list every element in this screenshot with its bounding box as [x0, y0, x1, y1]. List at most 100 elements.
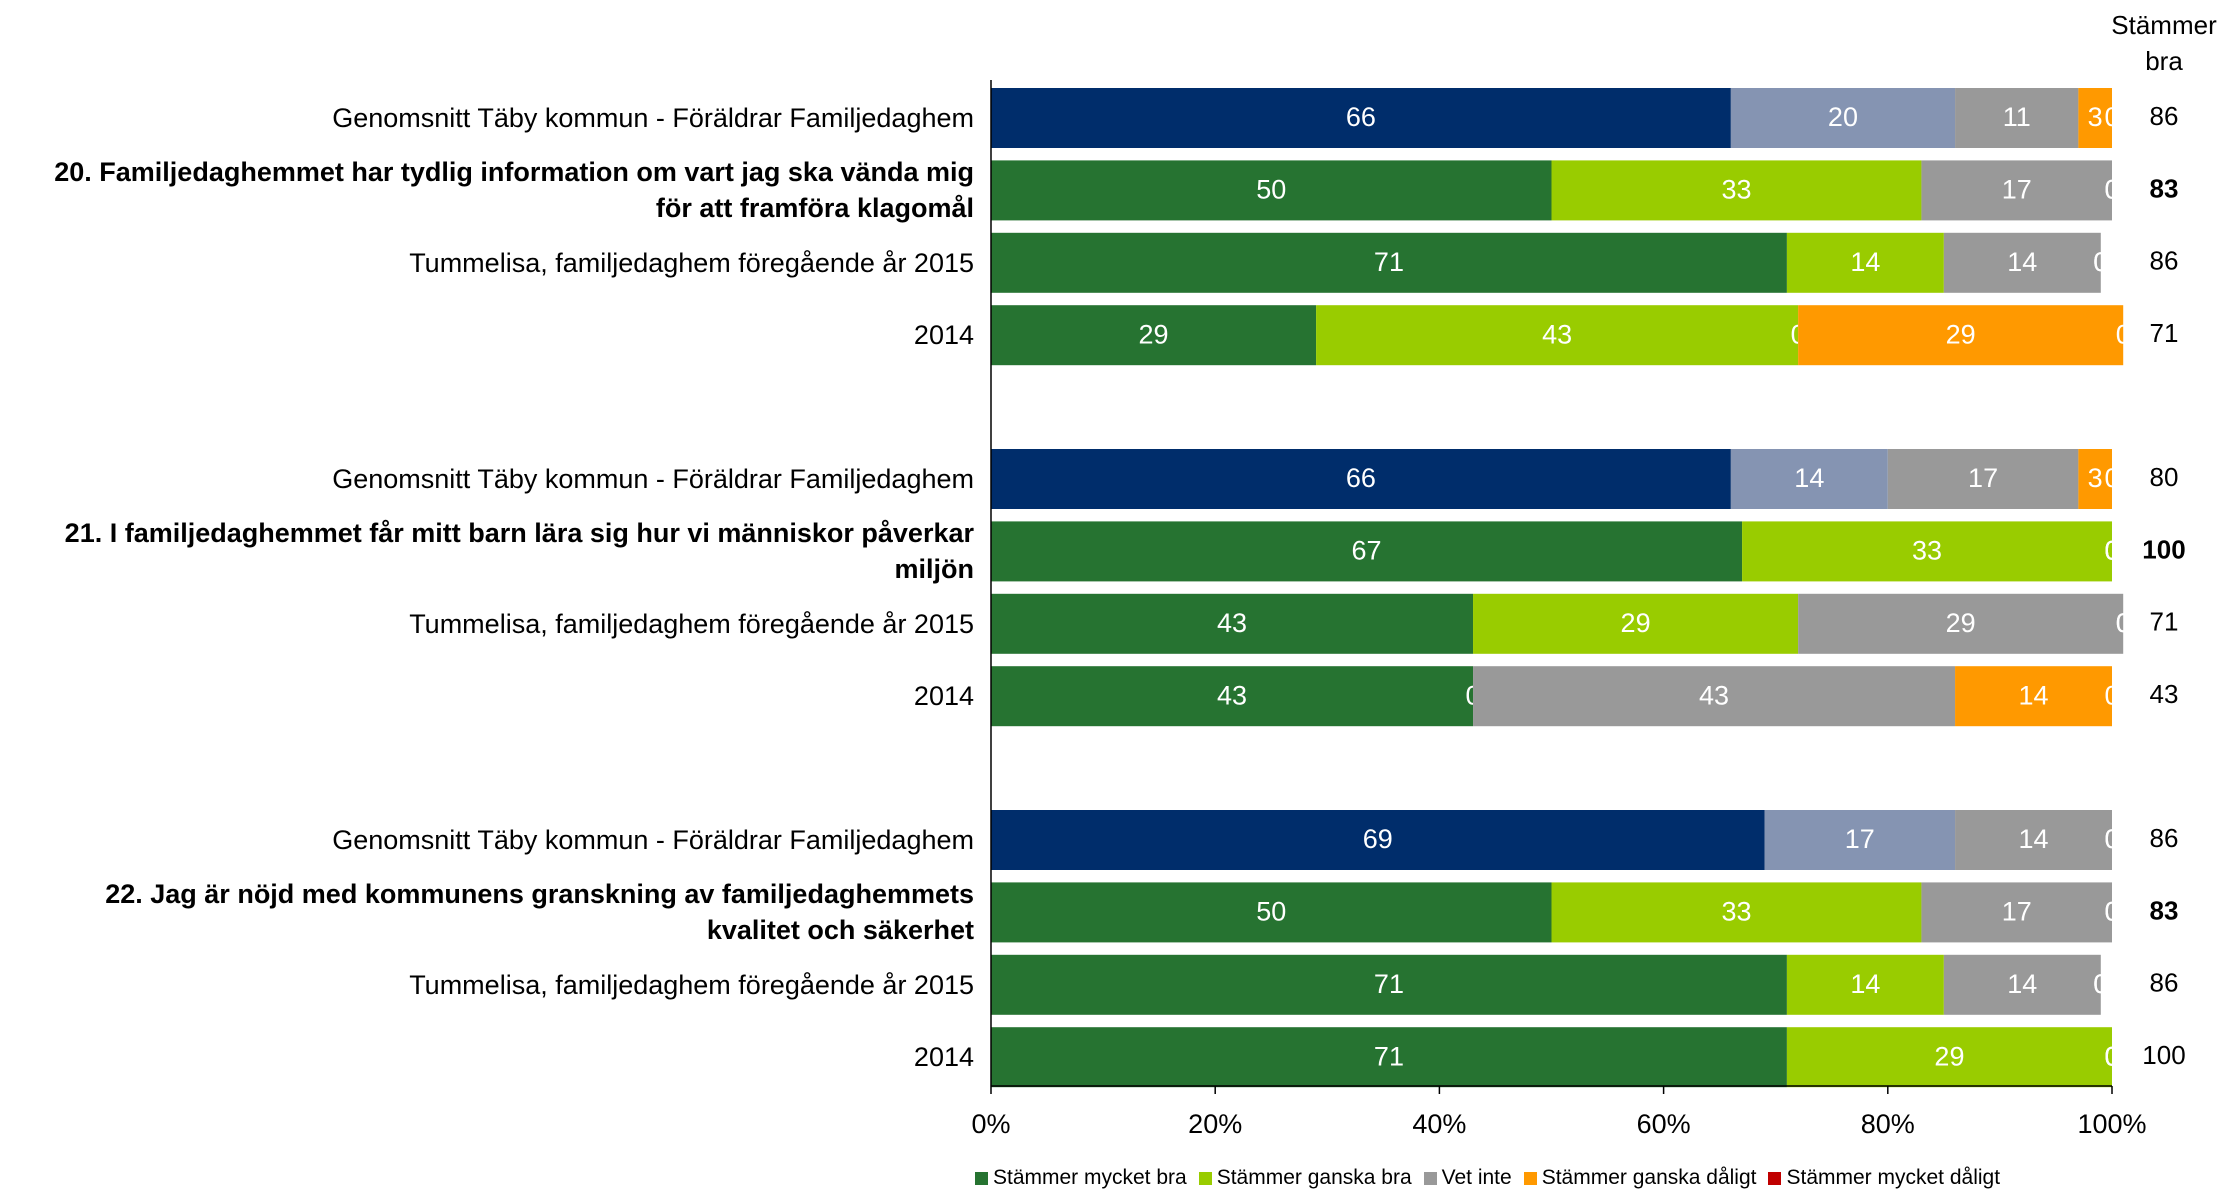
data-label: 0	[2104, 1041, 2119, 1071]
right-value: 43	[2150, 679, 2179, 709]
bar-segment	[1955, 666, 2112, 727]
legend-item: Vet inte	[1423, 1166, 1512, 1190]
right-value: 83	[2150, 173, 2179, 203]
data-label: 0	[2104, 897, 2119, 927]
right-header: bra	[2145, 46, 2183, 76]
data-label: 0	[2104, 536, 2119, 566]
category-label: Tummelisa, familjedaghem föregående år 2…	[409, 969, 974, 1000]
data-label: 43	[1217, 680, 1247, 710]
category-label: Genomsnitt Täby kommun - Föräldrar Famil…	[332, 464, 974, 494]
bar-segment	[1730, 449, 1888, 509]
data-label: 17	[2002, 175, 2032, 205]
legend-label: Stämmer mycket dåligt	[1786, 1166, 2001, 1189]
legend-item: Stämmer mycket dåligt	[1768, 1166, 2000, 1190]
right-value: 83	[2150, 895, 2179, 925]
bar-segment	[991, 521, 1743, 582]
data-label: 17	[2002, 897, 2032, 927]
data-label: 3	[2088, 463, 2103, 493]
legend-swatch	[1198, 1171, 1212, 1185]
data-label: 33	[1721, 897, 1751, 927]
bar-segment	[1316, 305, 1799, 366]
bar-segment	[1786, 1027, 2112, 1088]
data-label: 71	[1374, 1041, 1404, 1071]
right-value: 86	[2150, 246, 2179, 276]
bar-segment	[1943, 954, 2101, 1015]
bar-segment	[1730, 88, 1956, 148]
data-label: 17	[1968, 463, 1998, 493]
data-label: 29	[1946, 319, 1976, 349]
bar-segment	[2078, 449, 2112, 509]
data-label: 0	[2104, 536, 2119, 566]
data-label: 71	[1374, 247, 1404, 277]
data-label: 33	[1721, 175, 1751, 205]
right-value: 86	[2150, 968, 2179, 998]
data-label: 0	[2104, 824, 2119, 854]
bar-segment	[991, 882, 1552, 943]
data-label: 50	[1256, 897, 1286, 927]
legend: Stämmer mycket bra Stämmer ganska bra Vet …	[975, 1166, 2000, 1190]
bar-segment	[1473, 593, 1799, 654]
category-label: 2014	[913, 320, 974, 351]
right-value: 86	[2150, 823, 2179, 853]
x-tick-label: 80%	[1861, 1109, 1915, 1139]
legend-swatch	[1423, 1171, 1437, 1185]
data-label: 0	[2104, 824, 2119, 854]
x-tick-label: 20%	[1188, 1109, 1242, 1139]
data-label: 0	[2104, 897, 2119, 927]
bar-segment	[1955, 88, 2079, 148]
legend-label: Stämmer ganska bra	[1216, 1166, 1412, 1189]
data-label: 0	[2104, 1041, 2119, 1071]
data-label: 29	[1139, 319, 1169, 349]
bar-segment	[1943, 232, 2101, 293]
bar-segment	[2078, 88, 2112, 148]
category-label: 2014	[913, 681, 974, 712]
category-label: Tummelisa, familjedaghem föregående år 2…	[409, 608, 974, 639]
bar-segment	[1764, 810, 1956, 870]
bar-segment	[991, 449, 1731, 509]
category-label: 22. Jag är nöjd med kommunens granskning…	[105, 879, 974, 946]
data-label: 0	[2093, 247, 2108, 277]
legend-item: Stämmer ganska dåligt	[1523, 1166, 1756, 1190]
data-label: 66	[1346, 102, 1376, 132]
legend-item: Stämmer ganska bra	[1198, 1166, 1412, 1190]
right-value: 100	[2142, 1040, 2185, 1070]
bar-segment	[991, 810, 1765, 870]
bar-segment	[1786, 954, 1944, 1015]
right-value: 71	[2150, 318, 2179, 348]
data-label: 14	[2019, 680, 2049, 710]
data-label: 20	[1828, 102, 1858, 132]
data-label: 43	[1217, 608, 1247, 638]
bar-segment	[991, 666, 1474, 727]
right-header: Stämmer	[2111, 10, 2217, 40]
legend-swatch	[1768, 1171, 1782, 1185]
data-label: 66	[1346, 463, 1376, 493]
x-tick-label: 60%	[1637, 1109, 1691, 1139]
data-label: 11	[2003, 102, 2031, 132]
data-label: 29	[1934, 1041, 1964, 1071]
legend-item: Stämmer mycket bra	[975, 1166, 1187, 1190]
category-label: 20. Familjedaghemmet har tydlig informat…	[54, 157, 974, 224]
data-label: 3	[2088, 102, 2103, 132]
data-label: 71	[1374, 969, 1404, 999]
bar-segment	[991, 232, 1787, 293]
bar-segment	[991, 593, 1474, 654]
legend-label: Vet inte	[1441, 1166, 1512, 1189]
category-label: 21. I familjedaghemmet får mitt barn lär…	[64, 518, 974, 585]
bar-segment	[1955, 810, 2112, 870]
bar-segment	[1921, 882, 2112, 943]
legend-swatch	[975, 1171, 988, 1185]
bar-segment	[1742, 521, 2112, 582]
x-tick-label: 100%	[2077, 1109, 2146, 1139]
data-label: 14	[2019, 824, 2049, 854]
data-label: 0	[2093, 969, 2108, 999]
data-label: 14	[1850, 247, 1880, 277]
legend-swatch	[1523, 1171, 1537, 1185]
bar-segment	[991, 160, 1552, 221]
bar-segment	[991, 88, 1731, 148]
bar-segment	[1921, 160, 2112, 221]
data-label: 43	[1699, 680, 1729, 710]
x-tick-label: 0%	[971, 1109, 1010, 1139]
data-label: 0	[2104, 102, 2119, 132]
